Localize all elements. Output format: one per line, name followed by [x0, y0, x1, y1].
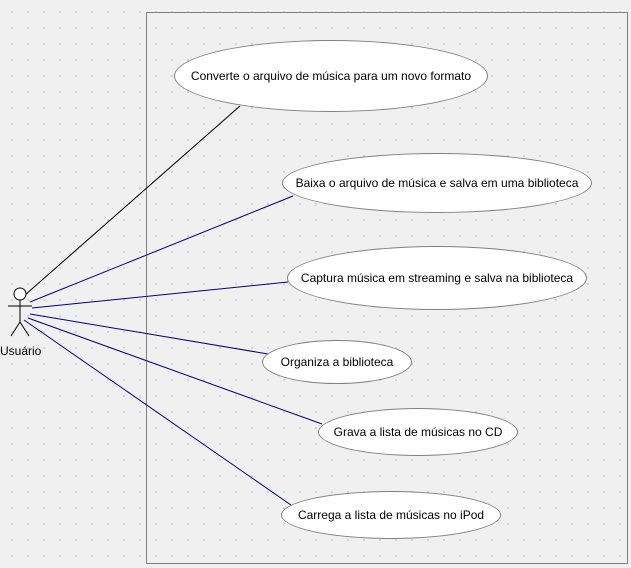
usecase-label: Converte o arquivo de música para um nov…: [191, 69, 471, 83]
actor-label: Usuário: [0, 344, 41, 358]
usecase-label: Carrega a lista de músicas no iPod: [298, 508, 484, 522]
edge: [30, 196, 293, 302]
usecase-label: Captura música em streaming e salva na b…: [301, 271, 573, 285]
actor-figure: [8, 288, 32, 336]
usecase-uc3: Captura música em streaming e salva na b…: [287, 246, 587, 310]
usecase-uc4: Organiza a biblioteca: [262, 340, 412, 384]
usecase-uc1: Converte o arquivo de música para um nov…: [174, 40, 488, 112]
usecase-label: Baixa o arquivo de música e salva em uma…: [296, 176, 579, 190]
usecase-uc5: Grava a lista de músicas no CD: [318, 408, 518, 456]
edge: [30, 314, 268, 354]
usecase-label: Grava a lista de músicas no CD: [334, 425, 503, 439]
usecase-label: Organiza a biblioteca: [281, 355, 394, 369]
usecase-uc2: Baixa o arquivo de música e salva em uma…: [282, 153, 592, 213]
diagram-canvas: Converte o arquivo de música para um nov…: [0, 0, 631, 568]
usecase-uc6: Carrega a lista de músicas no iPod: [281, 491, 501, 539]
edge: [24, 320, 291, 505]
edge: [25, 106, 240, 295]
